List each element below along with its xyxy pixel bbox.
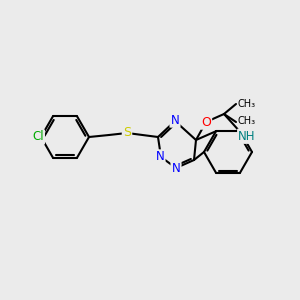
Text: S: S (123, 127, 131, 140)
Text: N: N (171, 113, 179, 127)
Text: O: O (201, 116, 211, 128)
Text: NH: NH (238, 130, 256, 143)
Text: Cl: Cl (32, 130, 44, 143)
Text: CH₃: CH₃ (238, 99, 256, 109)
Text: N: N (172, 163, 180, 176)
Text: N: N (156, 151, 164, 164)
Text: CH₃: CH₃ (238, 116, 256, 126)
